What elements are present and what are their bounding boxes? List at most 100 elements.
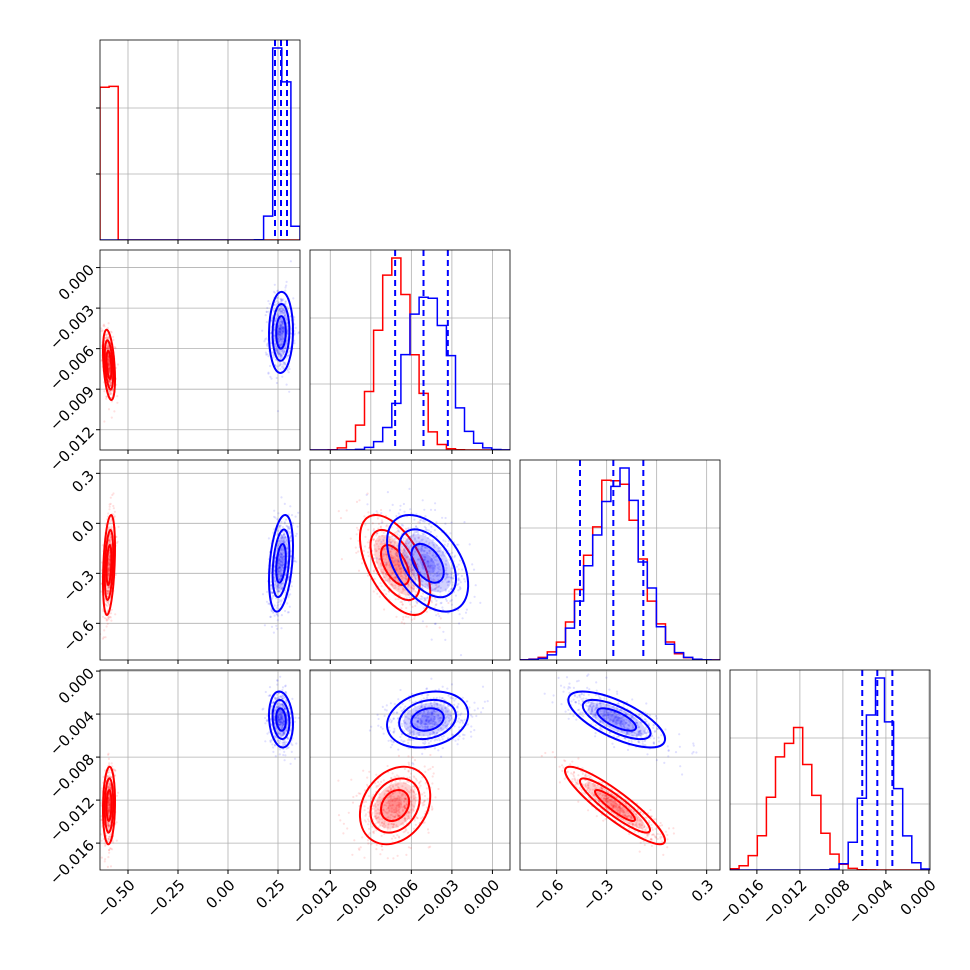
sample-point xyxy=(452,577,455,580)
sample-point xyxy=(104,858,107,861)
sample-point xyxy=(375,588,378,591)
sample-point xyxy=(387,539,391,543)
sample-point xyxy=(108,539,111,542)
sample-point xyxy=(279,714,282,718)
sample-point xyxy=(108,787,111,790)
sample-point xyxy=(402,823,405,826)
sample-point xyxy=(283,533,286,536)
sample-point xyxy=(446,584,450,587)
contour-line xyxy=(271,699,291,739)
sample-point xyxy=(420,550,423,553)
sample-point xyxy=(283,707,286,710)
contour-line xyxy=(102,767,115,845)
sample-point xyxy=(105,348,109,351)
sample-point xyxy=(110,331,113,334)
sample-point xyxy=(406,817,409,820)
sample-point xyxy=(437,562,440,566)
sample-point xyxy=(399,803,402,806)
sample-point xyxy=(280,354,283,357)
sample-point xyxy=(282,330,285,333)
sample-point xyxy=(106,592,109,595)
sample-point xyxy=(428,566,431,569)
sample-point xyxy=(378,796,381,799)
sample-point xyxy=(281,561,284,564)
sample-point xyxy=(281,322,284,325)
sample-point xyxy=(408,487,411,490)
sample-point xyxy=(391,804,394,807)
sample-point xyxy=(105,336,108,339)
sample-point xyxy=(385,789,388,793)
sample-point xyxy=(282,361,285,364)
sample-point xyxy=(277,717,280,720)
sample-point xyxy=(279,675,282,678)
sample-point xyxy=(280,539,283,542)
sample-point xyxy=(279,713,282,716)
sample-point xyxy=(384,558,387,561)
sample-point xyxy=(398,798,401,802)
sample-point xyxy=(374,539,377,543)
sample-point xyxy=(364,523,367,526)
sample-point xyxy=(279,716,282,719)
sample-point xyxy=(388,550,391,553)
sample-point xyxy=(276,705,279,709)
sample-point xyxy=(421,520,424,523)
sample-point xyxy=(404,807,407,810)
sample-point xyxy=(276,348,279,351)
sample-point xyxy=(373,544,376,547)
sample-point xyxy=(421,545,424,548)
sample-point xyxy=(286,726,289,729)
sample-point xyxy=(437,585,440,589)
sample-point xyxy=(276,717,279,720)
sample-point xyxy=(286,546,289,549)
sample-point xyxy=(109,330,112,333)
sample-point xyxy=(366,574,370,577)
sample-point xyxy=(388,794,391,797)
sample-point xyxy=(270,592,273,595)
sample-point xyxy=(380,585,383,588)
sample-point xyxy=(413,819,416,822)
sample-point xyxy=(284,685,287,688)
sample-point xyxy=(279,603,282,606)
sample-point xyxy=(458,622,461,625)
sample-point xyxy=(404,817,407,820)
sample-point xyxy=(281,715,284,718)
sample-point xyxy=(281,726,284,730)
sample-point xyxy=(108,363,111,367)
sample-point xyxy=(394,836,397,840)
sample-point xyxy=(283,308,286,311)
sample-point xyxy=(438,572,442,576)
sample-point xyxy=(282,705,285,708)
sample-point xyxy=(107,561,110,564)
sample-point xyxy=(429,566,432,569)
sample-point xyxy=(428,523,431,526)
sample-point xyxy=(275,303,278,306)
sample-point xyxy=(281,711,284,714)
sample-point xyxy=(294,716,297,719)
sample-point xyxy=(282,718,285,721)
sample-point xyxy=(409,581,412,584)
sample-point xyxy=(277,329,280,332)
sample-point xyxy=(107,801,110,804)
sample-point xyxy=(420,817,423,820)
sample-point xyxy=(428,549,431,552)
sample-point xyxy=(441,606,444,609)
sample-point xyxy=(416,816,419,820)
sample-point xyxy=(404,537,407,540)
sample-point xyxy=(273,343,277,346)
sample-point xyxy=(416,558,420,561)
sample-point xyxy=(271,591,274,594)
sample-point xyxy=(281,326,284,329)
sample-point xyxy=(433,546,436,549)
sample-point xyxy=(396,854,399,857)
sample-point xyxy=(458,613,461,616)
sample-point xyxy=(282,705,285,708)
sample-point xyxy=(427,846,430,849)
sample-point xyxy=(282,721,285,724)
sample-point xyxy=(408,531,411,534)
sample-point xyxy=(265,719,268,722)
sample-point xyxy=(279,720,282,723)
sample-point xyxy=(279,331,282,334)
sample-point xyxy=(393,811,396,814)
sample-point xyxy=(429,564,432,568)
sample-point xyxy=(267,371,270,374)
